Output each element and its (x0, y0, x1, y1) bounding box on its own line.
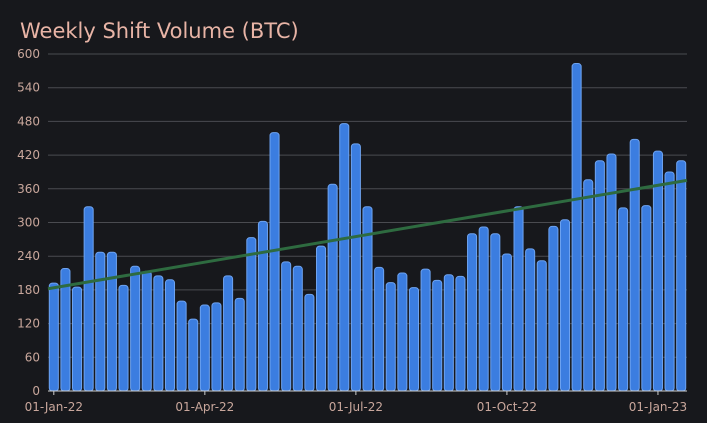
bars (48, 63, 687, 392)
bar (629, 138, 640, 392)
bar (536, 260, 547, 392)
bar (106, 251, 117, 392)
y-tick-label: 360 (17, 182, 40, 196)
bar (548, 225, 559, 392)
bar (164, 279, 176, 392)
bar (327, 183, 338, 392)
bar (72, 286, 83, 392)
chart-title: Weekly Shift Volume (BTC) (20, 19, 299, 43)
bar (292, 265, 303, 392)
bar (606, 153, 617, 392)
bar (571, 63, 582, 392)
bar (641, 205, 652, 392)
bar (513, 206, 524, 392)
bar (199, 304, 210, 392)
bar (153, 275, 164, 392)
bar (281, 261, 292, 392)
bar (48, 282, 59, 392)
bar (350, 143, 361, 392)
bar (339, 123, 350, 392)
bar (130, 265, 141, 392)
y-tick-label: 60 (25, 350, 40, 364)
trendline-group (47, 178, 688, 291)
y-axis-ticks: 0 60 120 180 240 300 360 420 480 540 600 (17, 47, 40, 398)
bar (374, 266, 385, 392)
bar (525, 248, 536, 392)
bar (316, 245, 327, 392)
bar (397, 272, 408, 392)
y-tick-label: 600 (17, 47, 40, 61)
bar (234, 297, 245, 392)
bar (478, 226, 489, 392)
bar (304, 293, 315, 392)
bar (118, 284, 129, 392)
y-tick-label: 300 (17, 216, 40, 230)
x-tick-label: 01-Jul-22 (329, 400, 383, 414)
bar (432, 279, 443, 392)
y-tick-label: 240 (17, 249, 40, 263)
bar (257, 220, 268, 392)
bar (664, 171, 675, 392)
bar (95, 251, 106, 392)
trendline (47, 178, 688, 291)
y-tick-label: 420 (17, 148, 40, 162)
bar (408, 287, 420, 392)
x-tick-label: 01-Jan-22 (25, 400, 83, 414)
x-tick-label: 01-Apr-22 (175, 400, 234, 414)
bar (223, 275, 234, 392)
bar (141, 270, 152, 392)
bar (583, 179, 594, 392)
bar (618, 207, 629, 392)
x-axis-ticks: 01-Jan-22 01-Apr-22 01-Jul-22 01-Oct-22 01-J… (25, 391, 687, 414)
x-tick-label: 01-Oct-22 (477, 400, 537, 414)
bar (188, 318, 199, 392)
x-tick-label: 01-Jan-23 (629, 400, 687, 414)
bar (676, 160, 687, 392)
bar (246, 237, 257, 392)
y-tick-label: 540 (17, 81, 40, 95)
bar (420, 268, 431, 392)
y-tick-label: 480 (17, 114, 40, 128)
bar (385, 282, 396, 392)
bar (455, 275, 466, 392)
y-tick-label: 0 (32, 384, 40, 398)
bar (490, 233, 501, 392)
bar (559, 219, 571, 392)
bar (467, 233, 478, 392)
bar (501, 253, 512, 392)
bar (83, 206, 94, 392)
y-tick-label: 180 (17, 283, 40, 297)
bar (443, 274, 454, 392)
bar (211, 302, 222, 392)
bar (269, 132, 280, 392)
bar (176, 300, 187, 392)
y-tick-label: 120 (17, 317, 40, 331)
